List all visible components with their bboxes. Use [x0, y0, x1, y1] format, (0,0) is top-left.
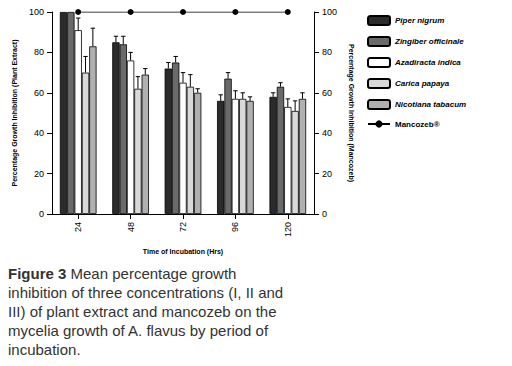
svg-text:Time of Incubation (Hrs): Time of Incubation (Hrs)	[143, 248, 223, 256]
svg-text:Piper nigrum: Piper nigrum	[395, 16, 444, 25]
svg-text:Percentage Growth Inhibition (: Percentage Growth Inhibition (Mancozeb)	[347, 44, 355, 182]
svg-text:60: 60	[34, 88, 44, 98]
svg-text:40: 40	[322, 128, 332, 138]
svg-text:120: 120	[283, 222, 293, 237]
svg-text:Zingiber officinale: Zingiber officinale	[394, 37, 464, 46]
svg-text:Azadiracta indica: Azadiracta indica	[394, 58, 461, 67]
svg-text:100: 100	[29, 7, 44, 17]
html-text:Figure 3 Mean percentage growt: Figure 3 Mean percentage growth inhibiti…	[8, 265, 284, 358]
svg-text:72: 72	[178, 222, 188, 232]
svg-text:48: 48	[126, 222, 136, 232]
svg-text:0: 0	[39, 209, 44, 219]
svg-text:20: 20	[322, 169, 332, 179]
svg-text:Percentage Growth Inhibition (: Percentage Growth Inhibition (Plant Extr…	[11, 39, 19, 186]
svg-text:Mancozeb®: Mancozeb®	[395, 120, 440, 129]
svg-text:100: 100	[322, 7, 337, 17]
svg-text:80: 80	[322, 47, 332, 57]
svg-text:Carica papaya: Carica papaya	[395, 79, 450, 88]
svg-text:0: 0	[322, 209, 327, 219]
svg-text:60: 60	[322, 88, 332, 98]
svg-text:24: 24	[73, 222, 83, 232]
svg-text:Nicotiana tabacum: Nicotiana tabacum	[395, 100, 466, 109]
svg-text:40: 40	[34, 128, 44, 138]
svg-text:20: 20	[34, 169, 44, 179]
svg-text:80: 80	[34, 47, 44, 57]
svg-text:96: 96	[230, 222, 240, 232]
